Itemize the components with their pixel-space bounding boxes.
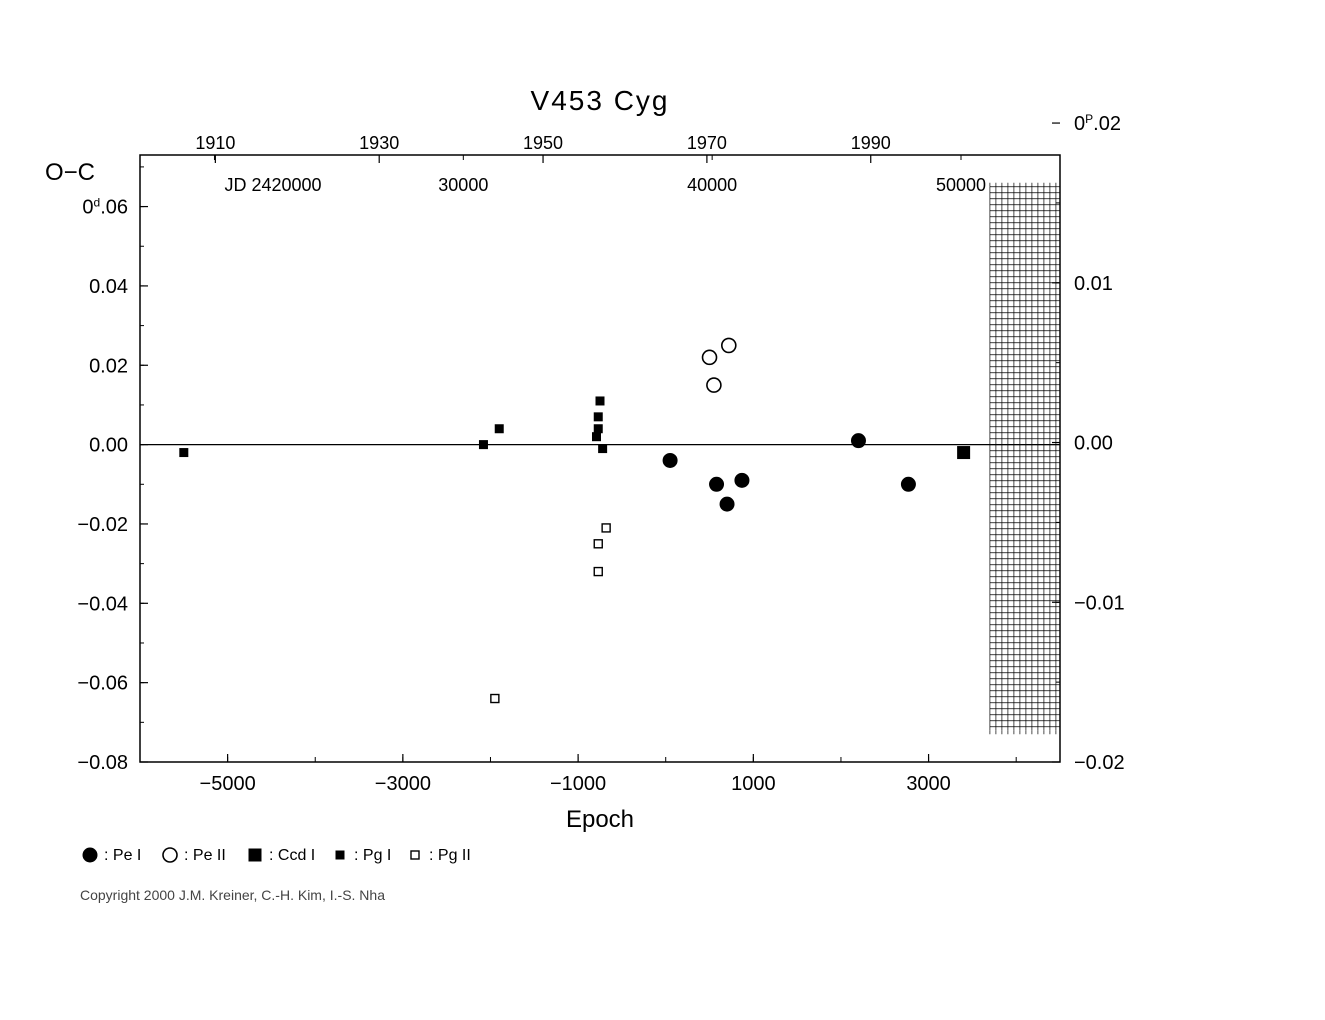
legend-label-pe1: : Pe I <box>104 847 141 864</box>
point-pg2 <box>594 540 602 548</box>
y-tick-label: 0d.06 <box>82 196 128 219</box>
legend-marker-ccd1 <box>249 849 261 861</box>
point-pg1 <box>495 425 503 433</box>
point-pe1 <box>901 477 915 491</box>
point-pe2 <box>707 378 721 392</box>
legend-marker-pe1 <box>83 848 97 862</box>
y2-tick-label: 0.01 <box>1074 273 1113 295</box>
y-tick-label: 0.04 <box>89 276 128 298</box>
jd-label: JD 2420000 <box>224 175 321 195</box>
x-tick-label: −1000 <box>550 773 606 795</box>
x-tick-label: −3000 <box>375 773 431 795</box>
x-tick-label: 3000 <box>906 773 951 795</box>
point-pe1 <box>735 473 749 487</box>
point-pg1 <box>596 397 604 405</box>
x-axis-label: Epoch <box>566 806 634 833</box>
y2-tick-label: 0P.02 <box>1074 112 1121 135</box>
legend-marker-pg1 <box>336 851 344 859</box>
y2-tick-label: −0.02 <box>1074 752 1125 774</box>
copyright: Copyright 2000 J.M. Kreiner, C.-H. Kim, … <box>80 887 385 903</box>
point-pe2 <box>703 350 717 364</box>
y-tick-label: −0.06 <box>77 673 128 695</box>
legend-marker-pg2 <box>411 851 419 859</box>
chart-title: V453 Cyg <box>531 85 670 116</box>
point-pg2 <box>602 524 610 532</box>
y2-tick-label: 0.00 <box>1074 433 1113 455</box>
x-tick-label: 1000 <box>731 773 776 795</box>
year-tick-label: 1930 <box>359 133 399 153</box>
point-pe1 <box>663 453 677 467</box>
y-tick-label: 0.00 <box>89 435 128 457</box>
y-tick-label: −0.02 <box>77 514 128 536</box>
point-pg1 <box>594 425 602 433</box>
year-tick-label: 1970 <box>687 133 727 153</box>
point-pe1 <box>720 497 734 511</box>
point-pe2 <box>722 338 736 352</box>
jd-tick-label: 40000 <box>687 175 737 195</box>
year-tick-label: 1950 <box>523 133 563 153</box>
point-pg1 <box>180 449 188 457</box>
point-pg1 <box>479 441 487 449</box>
legend-label-pe2: : Pe II <box>184 847 226 864</box>
legend-label-pg2: : Pg II <box>429 847 471 864</box>
y2-tick-label: −0.01 <box>1074 592 1125 614</box>
oc-diagram: −5000 −3000 −1000 1000 3000 1910 1930 1950 1970 1… <box>0 0 1325 1020</box>
point-pg1 <box>592 433 600 441</box>
legend-marker-pe2 <box>163 848 177 862</box>
point-pg2 <box>594 568 602 576</box>
point-pg1 <box>594 413 602 421</box>
legend-label-pg1: : Pg I <box>354 847 391 864</box>
y-tick-label: −0.04 <box>77 593 128 615</box>
y-tick-label: −0.08 <box>77 752 128 774</box>
point-pg2 <box>491 695 499 703</box>
x-tick-label: −5000 <box>200 773 256 795</box>
jd-tick-label: 30000 <box>438 175 488 195</box>
point-pg1 <box>599 445 607 453</box>
chart-svg: −5000 −3000 −1000 1000 3000 1910 1930 1950 1970 1… <box>0 0 1325 1020</box>
year-tick-label: 1990 <box>851 133 891 153</box>
left-axis-title: O−C <box>45 159 95 186</box>
legend-label-ccd1: : Ccd I <box>269 847 315 864</box>
point-pe1 <box>851 434 865 448</box>
y-tick-label: 0.02 <box>89 355 128 377</box>
jd-tick-label: 50000 <box>936 175 986 195</box>
year-tick-label: 1910 <box>195 133 235 153</box>
point-pe1 <box>710 477 724 491</box>
point-ccd1 <box>958 447 970 459</box>
